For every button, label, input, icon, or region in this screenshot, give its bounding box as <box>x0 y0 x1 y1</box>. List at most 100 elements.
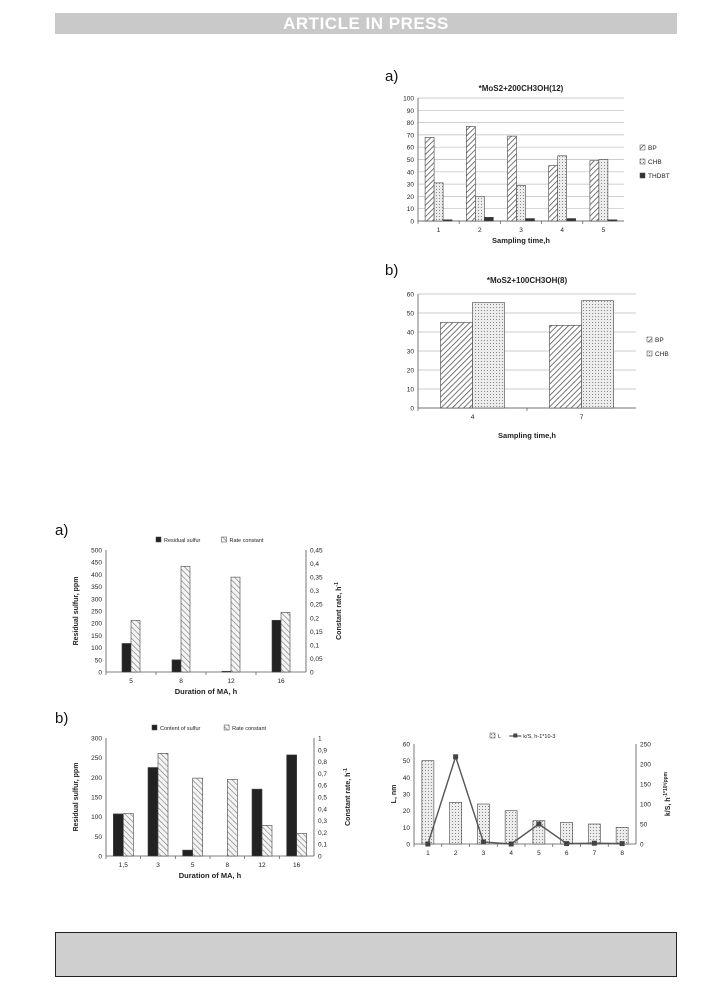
y-axis-label: Residual sulfur, ppm <box>73 763 80 832</box>
x-tick-label: 8 <box>179 678 183 685</box>
x-tick-label: 16 <box>293 862 301 869</box>
y2-tick-label: 150 <box>640 782 651 789</box>
y-tick-label: 0 <box>410 219 414 226</box>
bar-l-4 <box>504 810 518 845</box>
y-tick-label: 150 <box>91 795 102 802</box>
y-tick-label: 0 <box>98 670 102 677</box>
y-tick-label: 500 <box>91 548 102 555</box>
y-tick-label: 60 <box>407 145 415 152</box>
y2-tick-label: 0,2 <box>310 615 319 622</box>
bar-rate-constant-8 <box>227 778 238 857</box>
y-tick-label: 450 <box>91 560 102 567</box>
y2-tick-label: 50 <box>640 822 648 829</box>
legend-swatch <box>151 724 158 731</box>
y-tick-label: 80 <box>407 120 415 127</box>
fig2a-panel-label: a) <box>55 522 69 539</box>
legend-label: CHB <box>648 159 662 166</box>
bar-chb-2 <box>475 196 485 222</box>
y2-tick-label: 250 <box>640 742 651 749</box>
y-tick-label: 60 <box>407 292 415 299</box>
y-tick-label: 90 <box>407 108 415 115</box>
bar-residual-sulfur-16 <box>271 619 282 673</box>
legend-label: Content of sulfur <box>160 726 201 732</box>
y2-tick-label: 0 <box>310 670 314 677</box>
y-tick-label: 50 <box>403 758 411 765</box>
line-point-7 <box>591 840 597 846</box>
line-point-2 <box>453 754 459 760</box>
article-in-press-banner: ARTICLE IN PRESS <box>55 13 677 34</box>
chart-fig2c: 0 10 20 30 40 50 60 0 50 100 150 200 250 1 2 3 4 5 6 7 8 L, n… <box>391 732 672 857</box>
chart-fig1a: *MoS2+200CH3OH(12) 0 10 20 30 40 50 60 70 80 90 100… <box>403 84 670 245</box>
line-point-5 <box>536 821 542 827</box>
legend-swatch <box>639 172 646 179</box>
y-tick-label: 250 <box>91 609 102 616</box>
x-tick-label: 1 <box>437 227 441 234</box>
bar-thdbt-3 <box>525 218 535 222</box>
legend-label: L <box>498 734 501 740</box>
x-tick-label: 1,5 <box>119 862 128 869</box>
line-point-6 <box>564 841 570 847</box>
y-tick-label: 40 <box>407 330 415 337</box>
y2-tick-label: 0 <box>640 842 644 849</box>
bar-chb-1 <box>433 182 444 222</box>
y2-tick-label: 0,3 <box>310 588 319 595</box>
x-tick-label: 16 <box>277 678 285 685</box>
y-tick-label: 20 <box>407 368 415 375</box>
legend-label: BP <box>655 337 664 344</box>
x-tick-label: 3 <box>482 850 486 857</box>
bar-rate-constant-16 <box>296 833 307 857</box>
y-tick-label: 30 <box>403 792 411 799</box>
legend-swatch <box>223 724 230 731</box>
y-tick-label: 350 <box>91 584 102 591</box>
y2-tick-label: 0 <box>318 854 322 861</box>
line-point-1 <box>425 841 431 847</box>
bar-l-3 <box>477 803 490 845</box>
bar-content-of-sulfur-5 <box>182 849 193 857</box>
bar-content-of-sulfur-15 <box>113 813 124 857</box>
bar-bp-3 <box>507 135 517 222</box>
x-tick-label: 7 <box>580 414 584 421</box>
y2-tick-label: 0,7 <box>318 771 327 778</box>
legend-label: CHB <box>655 351 669 358</box>
line-point-8 <box>619 841 625 847</box>
x-tick-label: 5 <box>602 227 606 234</box>
chart-fig2a: 0 50 100 150 200 250 300 350 400 450 500 0 0,05 0,1 0,… <box>73 536 343 696</box>
y-tick-label: 20 <box>403 808 411 815</box>
x-axis-label: Sampling time,h <box>492 236 550 245</box>
y-tick-label: 50 <box>407 157 415 164</box>
bar-thdbt-4 <box>566 218 576 222</box>
y2-tick-label: 0,2 <box>318 830 327 837</box>
fig2b-panel-label: b) <box>55 710 69 727</box>
line-series-ks <box>427 754 623 845</box>
legend-swatch <box>221 536 227 543</box>
legend-swatch <box>639 158 646 165</box>
bar-rate-constant-16 <box>280 612 291 673</box>
bar-content-of-sulfur-16 <box>286 754 297 857</box>
legend-swatch <box>489 732 496 739</box>
legend-label: Rate constant <box>230 538 264 544</box>
y-tick-label: 70 <box>407 132 415 139</box>
bar-rate-constant-12 <box>261 825 273 857</box>
y-axis-label: Residual sulfur, ppm <box>73 577 80 646</box>
y-tick-label: 40 <box>403 775 411 782</box>
x-axis-label: Sampling time,h <box>498 431 556 440</box>
y2-tick-label: 0,35 <box>310 575 323 582</box>
y-tick-label: 300 <box>91 736 102 743</box>
y-tick-label: 0 <box>406 842 410 849</box>
y-tick-label: 50 <box>95 657 103 664</box>
bar-rate-constant-5 <box>130 620 141 673</box>
y-tick-label: 400 <box>91 572 102 579</box>
y-tick-label: 0 <box>410 406 414 413</box>
bar-chb-3 <box>516 185 526 222</box>
y-tick-label: 100 <box>91 814 102 821</box>
y2-tick-label: 1 <box>318 736 322 743</box>
chart-title: *MoS2+100CH3OH(8) <box>487 276 568 285</box>
y-tick-label: 0 <box>98 854 102 861</box>
legend-swatch <box>646 350 653 357</box>
x-tick-label: 2 <box>478 227 482 234</box>
y2-tick-label: 0,3 <box>318 818 327 825</box>
bar-rate-constant-3 <box>157 753 169 857</box>
x-tick-label: 4 <box>471 414 475 421</box>
bar-content-of-sulfur-12 <box>251 788 263 857</box>
legend-label: BP <box>648 145 657 152</box>
